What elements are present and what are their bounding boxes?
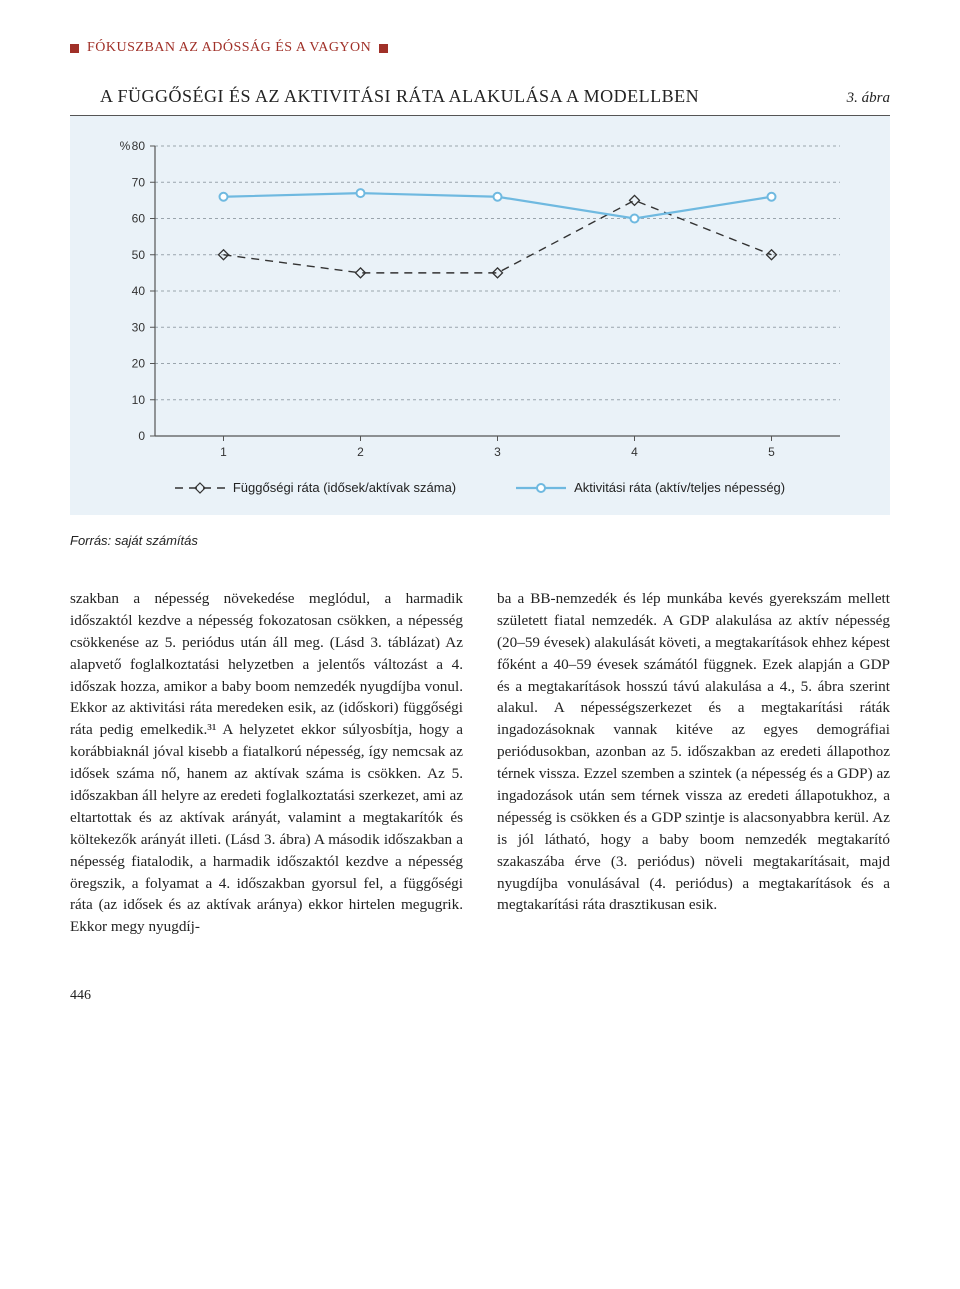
header-bullet-left — [70, 44, 79, 53]
svg-text:4: 4 — [631, 445, 638, 459]
chart-container: 0 10 20 30 40 50 60 70 80 1 2 3 4 5% Függőségi ráta (… — [70, 116, 890, 515]
svg-text:0: 0 — [138, 429, 145, 443]
svg-text:2: 2 — [357, 445, 364, 459]
svg-text:1: 1 — [220, 445, 227, 459]
column-left: szakban a népesség növekedése meglódul, … — [70, 588, 463, 938]
svg-text:%: % — [120, 139, 131, 153]
chart-svg: 0 10 20 30 40 50 60 70 80 1 2 3 4 5% — [100, 136, 860, 466]
svg-text:30: 30 — [132, 320, 146, 334]
legend: Függőségi ráta (idősek/aktívak száma) Ak… — [100, 480, 860, 495]
svg-text:40: 40 — [132, 284, 146, 298]
legend-label-fuggoseg: Függőségi ráta (idősek/aktívak száma) — [233, 480, 456, 495]
column-right: ba a BB-nemzedék és lép munkába kevés gy… — [497, 588, 890, 938]
body-text-right: ba a BB-nemzedék és lép munkába kevés gy… — [497, 588, 890, 916]
legend-item-aktivitasi: Aktivitási ráta (aktív/teljes népesség) — [516, 480, 785, 495]
header-title: FÓKUSZBAN AZ ADÓSSÁG ÉS A VAGYON — [87, 40, 371, 56]
svg-text:20: 20 — [132, 357, 146, 371]
svg-text:60: 60 — [132, 212, 146, 226]
svg-text:70: 70 — [132, 175, 146, 189]
page-header: FÓKUSZBAN AZ ADÓSSÁG ÉS A VAGYON — [70, 40, 890, 56]
legend-sample-dashed — [175, 482, 225, 494]
svg-text:50: 50 — [132, 248, 146, 262]
body-columns: szakban a népesség növekedése meglódul, … — [70, 588, 890, 938]
svg-text:3: 3 — [494, 445, 501, 459]
svg-text:5: 5 — [768, 445, 775, 459]
figure-source: Forrás: saját számítás — [70, 533, 890, 548]
figure-title: A FÜGGŐSÉGI ÉS AZ AKTIVITÁSI RÁTA ALAKUL… — [70, 86, 699, 107]
svg-text:10: 10 — [132, 393, 146, 407]
legend-item-fuggoseg: Függőségi ráta (idősek/aktívak száma) — [175, 480, 456, 495]
figure-number: 3. ábra — [847, 90, 890, 107]
body-text-left: szakban a népesség növekedése meglódul, … — [70, 588, 463, 938]
svg-text:80: 80 — [132, 139, 146, 153]
page-number: 446 — [70, 988, 890, 1004]
figure-block: A FÜGGŐSÉGI ÉS AZ AKTIVITÁSI RÁTA ALAKUL… — [70, 86, 890, 548]
header-bullet-right — [379, 44, 388, 53]
legend-sample-solid — [516, 482, 566, 494]
legend-label-aktivitasi: Aktivitási ráta (aktív/teljes népesség) — [574, 480, 785, 495]
